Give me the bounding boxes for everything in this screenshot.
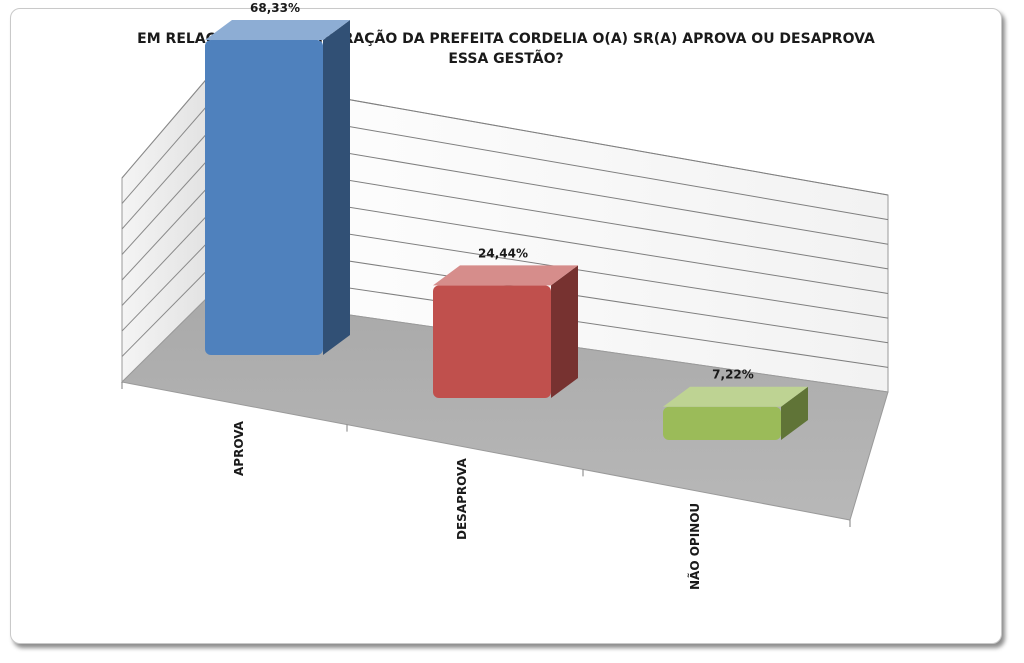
gridline-side — [121, 239, 211, 332]
bar-top — [433, 265, 578, 286]
bar-side — [323, 20, 350, 355]
data-label: 68,33% — [250, 1, 300, 15]
category-label: APROVA — [232, 420, 246, 476]
bar-top — [205, 20, 350, 40]
data-label: 7,22% — [712, 368, 754, 382]
data-label: 24,44% — [478, 246, 528, 260]
bar-front — [663, 406, 781, 440]
category-label: DESAPROVA — [455, 458, 469, 540]
gridline-side — [121, 267, 211, 357]
bar-desaprova — [433, 265, 578, 398]
gridline-side — [121, 157, 211, 255]
chart-bars — [205, 20, 808, 440]
bar-front — [205, 40, 323, 355]
bar-aprova — [205, 20, 350, 355]
gridline-side — [121, 184, 211, 281]
gridline-side — [121, 74, 211, 179]
bar-front — [433, 285, 551, 398]
gridline-side — [121, 129, 211, 230]
bar-side — [781, 386, 808, 440]
bar-side — [551, 265, 578, 398]
chart-labels: 68,33% 24,44% 7,22% APROVA DESAPROVA NÃO OPIN… — [232, 1, 754, 590]
chart-title-line-2: ESSA GESTÃO? — [448, 51, 564, 67]
category-label: NÃO OPINOU — [687, 503, 702, 590]
gridline-side — [121, 102, 211, 204]
bar-n-o-opinou — [663, 386, 808, 440]
gridline-side — [121, 212, 211, 306]
bar-top — [663, 386, 808, 407]
